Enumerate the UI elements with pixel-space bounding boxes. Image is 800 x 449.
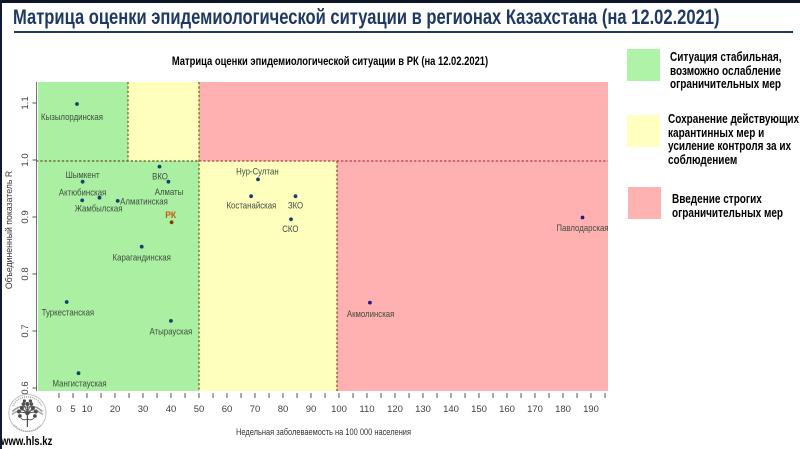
svg-text:Кызылординская: Кызылординская	[41, 111, 103, 122]
svg-text:Алматы: Алматы	[155, 186, 184, 197]
svg-text:СКО: СКО	[282, 224, 299, 235]
svg-text:Актюбинская: Актюбинская	[59, 187, 106, 198]
svg-text:120: 120	[387, 404, 403, 415]
svg-text:1.0: 1.0	[20, 153, 31, 166]
svg-text:Жамбылская: Жамбылская	[75, 203, 123, 214]
svg-text:0.6: 0.6	[20, 381, 31, 394]
svg-text:Павлодарская: Павлодарская	[556, 222, 608, 233]
svg-text:160: 160	[499, 404, 515, 415]
svg-text:Костанайская: Костанайская	[227, 200, 277, 211]
svg-text:Карагандинская: Карагандинская	[113, 252, 171, 263]
svg-text:Атырауская: Атырауская	[150, 326, 193, 337]
svg-text:100: 100	[331, 404, 347, 415]
svg-text:190: 190	[583, 404, 599, 415]
svg-text:Нур-Султан: Нур-Султан	[236, 166, 279, 177]
svg-text:20: 20	[110, 404, 121, 415]
svg-text:Акмолинская: Акмолинская	[347, 308, 395, 319]
svg-text:ЗКО: ЗКО	[288, 200, 304, 211]
svg-text:Матрица оценки эпидемиологичес: Матрица оценки эпидемиологической ситуац…	[172, 55, 488, 68]
svg-text:5: 5	[70, 404, 75, 415]
svg-text:Недельная заболеваемость на 10: Недельная заболеваемость на 100 000 насе…	[236, 426, 411, 437]
svg-text:70: 70	[250, 404, 261, 415]
svg-text:50: 50	[194, 404, 205, 415]
svg-text:90: 90	[306, 404, 317, 415]
svg-text:150: 150	[471, 404, 487, 415]
svg-text:Шымкент: Шымкент	[66, 169, 100, 180]
svg-text:Алматинская: Алматинская	[120, 196, 168, 207]
svg-text:130: 130	[415, 404, 431, 415]
svg-text:0: 0	[56, 404, 61, 415]
svg-text:0.8: 0.8	[20, 267, 31, 280]
svg-text:10: 10	[82, 404, 93, 415]
svg-text:140: 140	[443, 404, 459, 415]
svg-text:170: 170	[527, 404, 543, 415]
svg-text:110: 110	[359, 404, 374, 415]
svg-text:Туркестанская: Туркестанская	[42, 307, 95, 318]
svg-text:60: 60	[222, 404, 233, 415]
svg-text:40: 40	[166, 404, 177, 415]
svg-text:180: 180	[555, 404, 571, 415]
svg-text:РК: РК	[165, 210, 176, 221]
svg-text:Мангистауская: Мангистауская	[53, 378, 107, 389]
svg-text:30: 30	[138, 404, 149, 415]
svg-text:1.1: 1.1	[20, 96, 31, 109]
svg-text:0.7: 0.7	[20, 324, 31, 337]
svg-text:0.9: 0.9	[20, 210, 31, 223]
svg-text:Объединенный показатель R: Объединенный показатель R	[4, 171, 14, 289]
svg-text:ВКО: ВКО	[152, 171, 168, 182]
svg-text:80: 80	[278, 404, 289, 415]
